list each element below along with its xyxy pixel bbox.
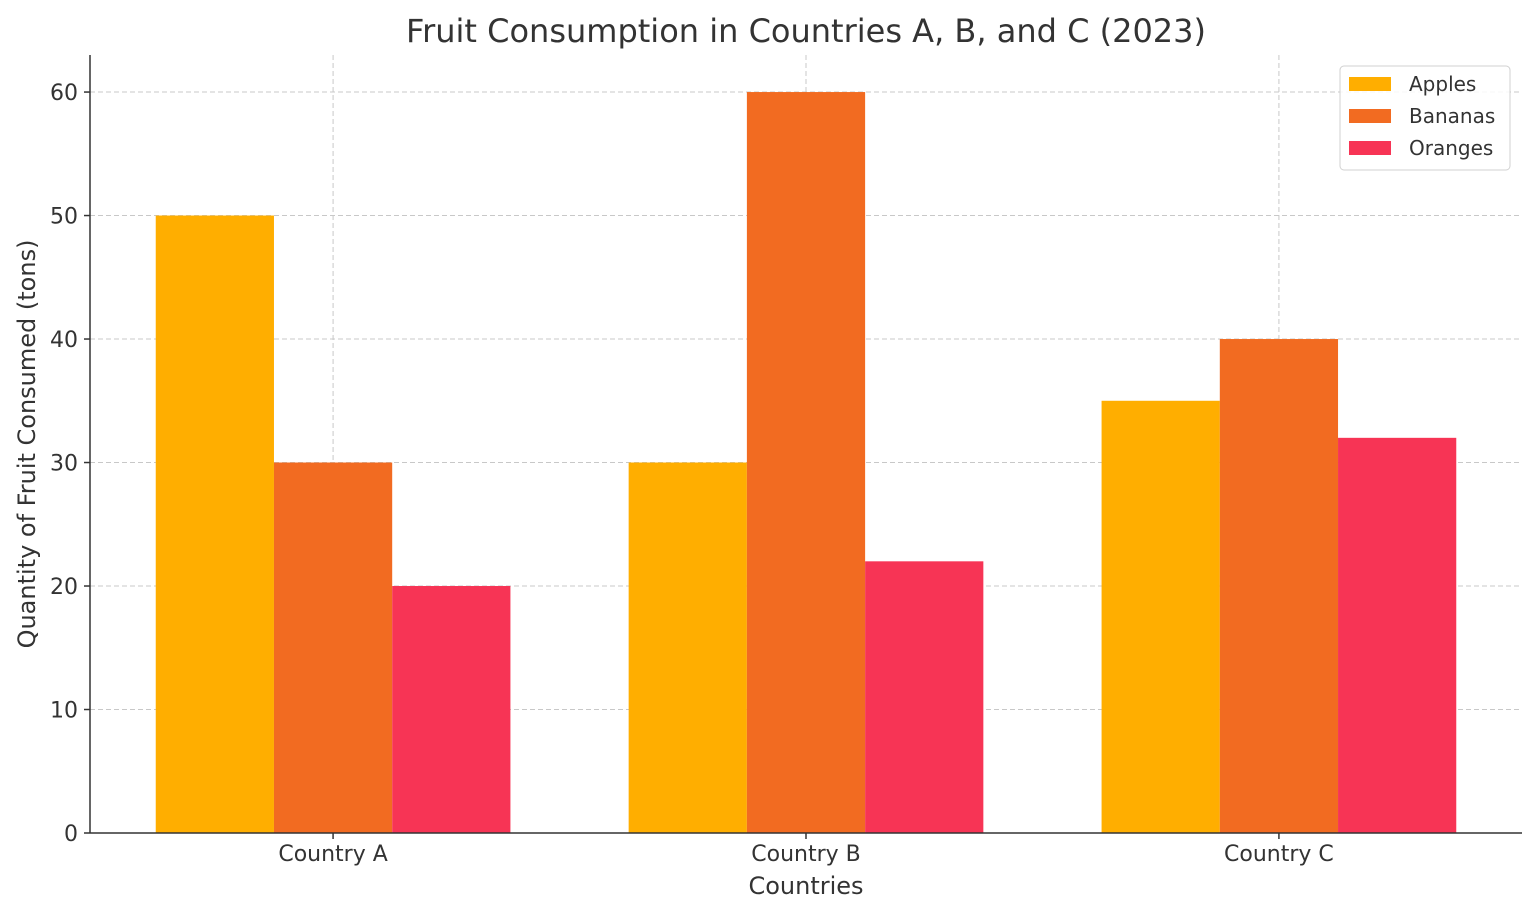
y-tick-label: 40 bbox=[50, 328, 78, 353]
bar-apples-2 bbox=[628, 462, 747, 833]
legend: Apples Bananas Oranges bbox=[1339, 65, 1511, 171]
y-tick-label: 0 bbox=[64, 822, 78, 847]
y-tick-label: 50 bbox=[50, 205, 78, 230]
legend-label-oranges: Oranges bbox=[1409, 136, 1493, 160]
bar-apples-1 bbox=[155, 215, 274, 834]
x-tick-label: Country B bbox=[751, 842, 860, 867]
legend-label-bananas: Bananas bbox=[1409, 104, 1495, 128]
x-tick-label: Country C bbox=[1224, 842, 1334, 867]
x-axis-label: Countries bbox=[748, 872, 863, 900]
bar-bananas-1 bbox=[273, 462, 393, 833]
y-tick-label: 60 bbox=[50, 81, 78, 106]
x-ticks: Country A Country B Country C bbox=[278, 833, 1334, 867]
bars bbox=[155, 92, 1457, 834]
y-axis-label: Quantity of Fruit Consumed (tons) bbox=[13, 240, 41, 649]
x-tick-label: Country A bbox=[278, 842, 387, 867]
legend-label-apples: Apples bbox=[1409, 72, 1476, 96]
bar-oranges-1 bbox=[392, 586, 511, 833]
bar-bananas-3 bbox=[1219, 339, 1339, 833]
y-tick-label: 30 bbox=[50, 452, 78, 477]
legend-swatch-bananas bbox=[1349, 109, 1391, 123]
chart-title: Fruit Consumption in Countries A, B, and… bbox=[406, 12, 1206, 50]
y-ticks: 0 10 20 30 40 50 60 bbox=[50, 81, 90, 847]
y-tick-label: 10 bbox=[50, 699, 78, 724]
y-tick-label: 20 bbox=[50, 575, 78, 600]
legend-swatch-oranges bbox=[1349, 141, 1391, 155]
bar-oranges-3 bbox=[1338, 437, 1457, 833]
bar-oranges-2 bbox=[865, 561, 984, 833]
legend-swatch-apples bbox=[1349, 77, 1391, 91]
bar-bananas-2 bbox=[746, 92, 866, 834]
bar-apples-3 bbox=[1101, 400, 1220, 833]
